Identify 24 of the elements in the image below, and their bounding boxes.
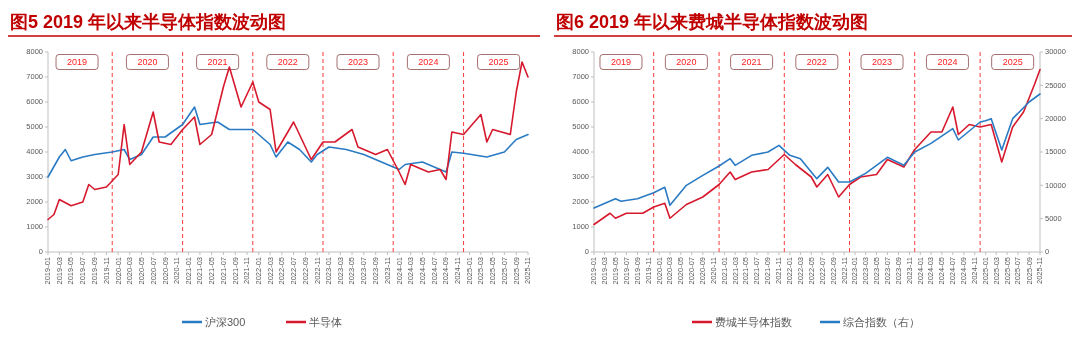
line-series [593,93,1041,209]
annotation: 2020 [137,57,158,68]
line-series [47,61,529,221]
annotation: 2025 [1002,57,1023,68]
annotation: 2019 [67,57,88,68]
legend-label: 综合指数（右） [843,315,920,328]
line-series [47,106,529,178]
legend-label: 费城半导体指数 [715,315,792,328]
chart-title: 图5 2019 年以来半导体指数波动图 [10,12,287,32]
legend-label: 沪深300 [205,315,246,328]
annotation: 2020 [676,57,697,68]
annotation: 2024 [937,57,958,68]
annotation: 2022 [806,57,827,68]
annotation: 2023 [872,57,893,68]
annotation: 2019 [610,57,631,68]
annotation: 2025 [488,57,509,68]
annotation: 2023 [347,57,369,68]
annotation: 2024 [418,57,439,68]
annotation: 2022 [277,57,298,68]
line-series [593,68,1041,226]
chart-title: 图6 2019 年以来费城半导体指数波动图 [556,12,869,32]
annotation: 2021 [207,57,228,68]
annotation: 2021 [741,57,762,68]
legend-label: 半导体 [309,315,342,328]
